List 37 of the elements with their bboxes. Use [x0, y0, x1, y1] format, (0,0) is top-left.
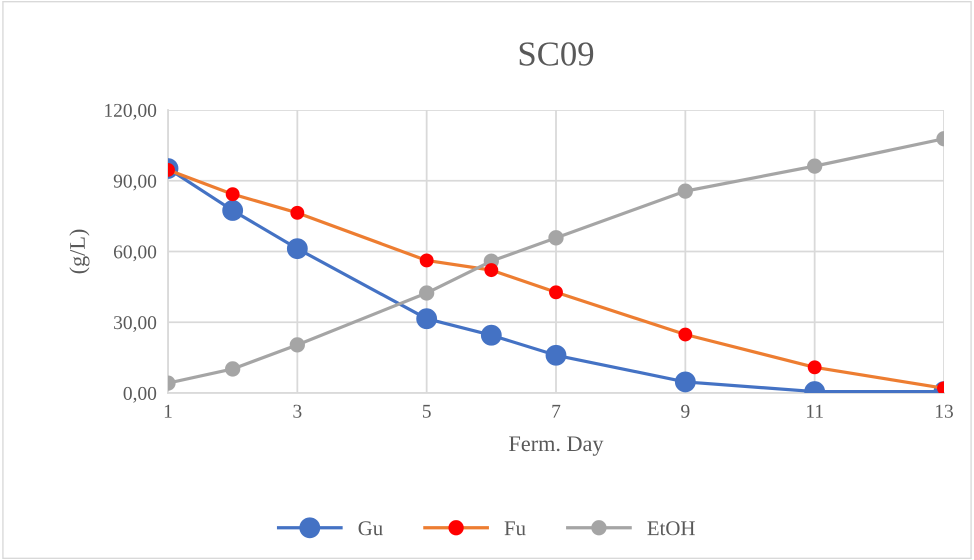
point — [548, 230, 564, 246]
y-tick-label: 60,00 — [114, 245, 156, 262]
point — [290, 337, 305, 353]
y-axis-title: (g/L) — [69, 230, 90, 274]
x-tick-label: 5 — [422, 404, 431, 418]
y-tick-label: 90,00 — [114, 174, 156, 190]
point — [807, 158, 822, 174]
legend-label: EtOH — [647, 521, 695, 536]
y-tick-label: 30,00 — [114, 316, 156, 332]
point — [678, 328, 692, 342]
point — [226, 187, 240, 202]
point — [484, 263, 498, 278]
x-tick-label: 9 — [681, 404, 690, 418]
point — [419, 285, 434, 301]
point — [420, 254, 434, 268]
x-axis-title: Ferm. Day — [509, 436, 604, 456]
x-tick-label: 7 — [552, 404, 560, 418]
chart-title: SC09 — [520, 42, 594, 66]
point — [549, 285, 563, 300]
point — [416, 308, 438, 330]
y-tick-label: 0,00 — [124, 386, 156, 403]
point — [225, 361, 240, 377]
x-tick-label: 13 — [936, 404, 953, 418]
x-tick-label: 11 — [807, 404, 823, 418]
x-tick-label: 1 — [164, 404, 172, 418]
point — [674, 372, 696, 392]
point — [546, 344, 566, 366]
legend-label: Gu — [358, 521, 383, 536]
point — [290, 206, 304, 220]
point — [678, 183, 693, 199]
x-tick-label: 3 — [293, 404, 302, 418]
point — [808, 360, 822, 374]
legend-label: Fu — [504, 521, 526, 536]
point — [480, 324, 502, 346]
point — [222, 200, 244, 221]
point — [286, 238, 308, 260]
y-tick-label: 120,00 — [105, 104, 156, 120]
